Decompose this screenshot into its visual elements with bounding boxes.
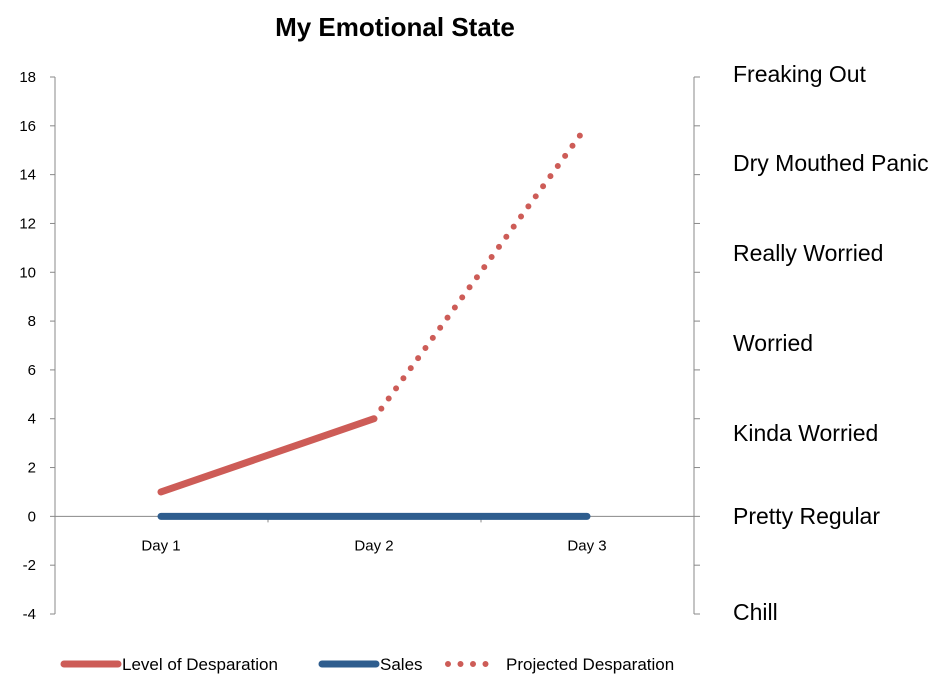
series-line-projected-desparation <box>371 122 590 422</box>
left-tick-label: -2 <box>23 557 36 574</box>
right-axis-labels: Freaking Out Dry Mouthed Panic Really Worr… <box>733 61 929 625</box>
right-axis-ticks <box>694 76 700 615</box>
legend: Level of Desparation Sales Projected Despa… <box>60 655 674 674</box>
right-axis-label: Pretty Regular <box>733 503 880 529</box>
left-tick-label: 12 <box>19 215 36 232</box>
legend-label: Sales <box>380 655 423 674</box>
left-tick-label: 10 <box>19 264 36 281</box>
left-tick-label: 0 <box>28 508 36 525</box>
right-axis-label: Really Worried <box>733 240 883 266</box>
right-axis-label: Freaking Out <box>733 61 867 87</box>
left-tick-label: 18 <box>19 69 36 86</box>
x-axis: Day 1 Day 2 Day 3 <box>54 515 695 554</box>
chart-title: My Emotional State <box>275 12 515 42</box>
left-tick-label: -4 <box>23 606 36 623</box>
legend-label: Level of Desparation <box>122 655 278 674</box>
x-tick-label: Day 3 <box>567 537 606 554</box>
left-tick-label: 8 <box>28 313 36 330</box>
x-tick-label: Day 2 <box>354 537 393 554</box>
left-tick-label: 6 <box>28 362 36 379</box>
left-axis-ticks: 18 16 14 12 10 8 6 4 2 0 -2 -4 <box>19 69 55 623</box>
legend-label: Projected Desparation <box>506 655 674 674</box>
right-axis-label: Worried <box>733 330 813 356</box>
right-axis-label: Chill <box>733 599 778 625</box>
series-line-level-of-desparation <box>157 415 378 496</box>
right-axis-label: Kinda Worried <box>733 420 878 446</box>
x-tick-label: Day 1 <box>141 537 180 554</box>
left-tick-label: 16 <box>19 118 36 135</box>
series-group <box>157 122 591 520</box>
left-tick-label: 4 <box>28 411 36 428</box>
right-axis-label: Dry Mouthed Panic <box>733 150 929 176</box>
left-tick-label: 14 <box>19 167 36 184</box>
left-tick-label: 2 <box>28 460 36 477</box>
